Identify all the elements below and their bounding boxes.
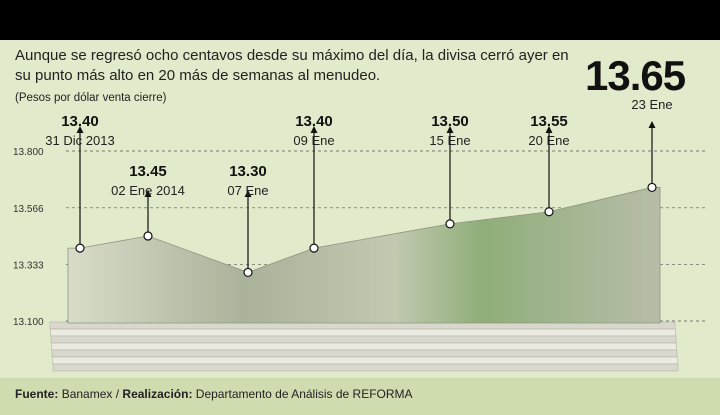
value-label: 13.40 [295,113,333,130]
date-label: 02 Ene 2014 [111,183,185,198]
value-label: 13.40 [61,113,99,130]
date-label: 23 Ene [631,97,672,112]
top-bar [0,0,720,40]
value-label: 13.30 [229,163,267,180]
data-point [647,182,657,193]
y-axis-label: (Pesos por dólar venta cierre) [15,92,167,104]
date-label: 09 Ene [293,133,334,148]
value-label: 13.55 [530,113,568,130]
arrow-head-icon [244,190,252,197]
arrow-head-icon [545,126,553,133]
y-tick-label: 13.333 [13,260,44,271]
bill-stack [49,321,679,372]
data-point [75,243,85,253]
date-label: 07 Ene [227,183,268,198]
bill-edge [50,335,677,344]
data-point [143,231,153,241]
y-tick-label: 13.100 [13,317,44,328]
source: Banamex [61,387,113,401]
credit-label: Realización: [122,387,193,401]
footer: Fuente: Banamex / Realización: Departame… [0,378,720,415]
bill-edge [52,356,678,365]
date-label: 20 Ene [528,133,569,148]
headline: Aunque se regresó ocho centavos desde su… [15,47,569,84]
arrow-head-icon [446,126,454,133]
bill-edge [50,328,676,337]
separator: / [115,387,120,401]
credit: Departamento de Análisis de REFORMA [195,387,413,401]
bill-edge [51,349,678,358]
arrow-head-icon [76,126,84,133]
data-point [445,219,455,229]
data-point [544,207,554,217]
y-tick-label: 13.800 [13,147,44,158]
bill-edge [52,363,679,372]
date-label: 31 Dic 2013 [45,133,114,148]
date-label: 15 Ene [429,133,470,148]
data-point [243,267,253,278]
arrow-head-icon [144,190,152,197]
data-point [309,243,319,253]
arrow-head-icon [648,121,656,128]
bill-edge [51,342,677,351]
highlight-value: 13.65 [585,52,686,99]
value-label: 13.50 [431,113,469,130]
arrow-head-icon [310,126,318,133]
value-label: 13.45 [129,163,167,180]
source-label: Fuente: [15,387,59,401]
y-tick-label: 13.566 [13,204,44,215]
